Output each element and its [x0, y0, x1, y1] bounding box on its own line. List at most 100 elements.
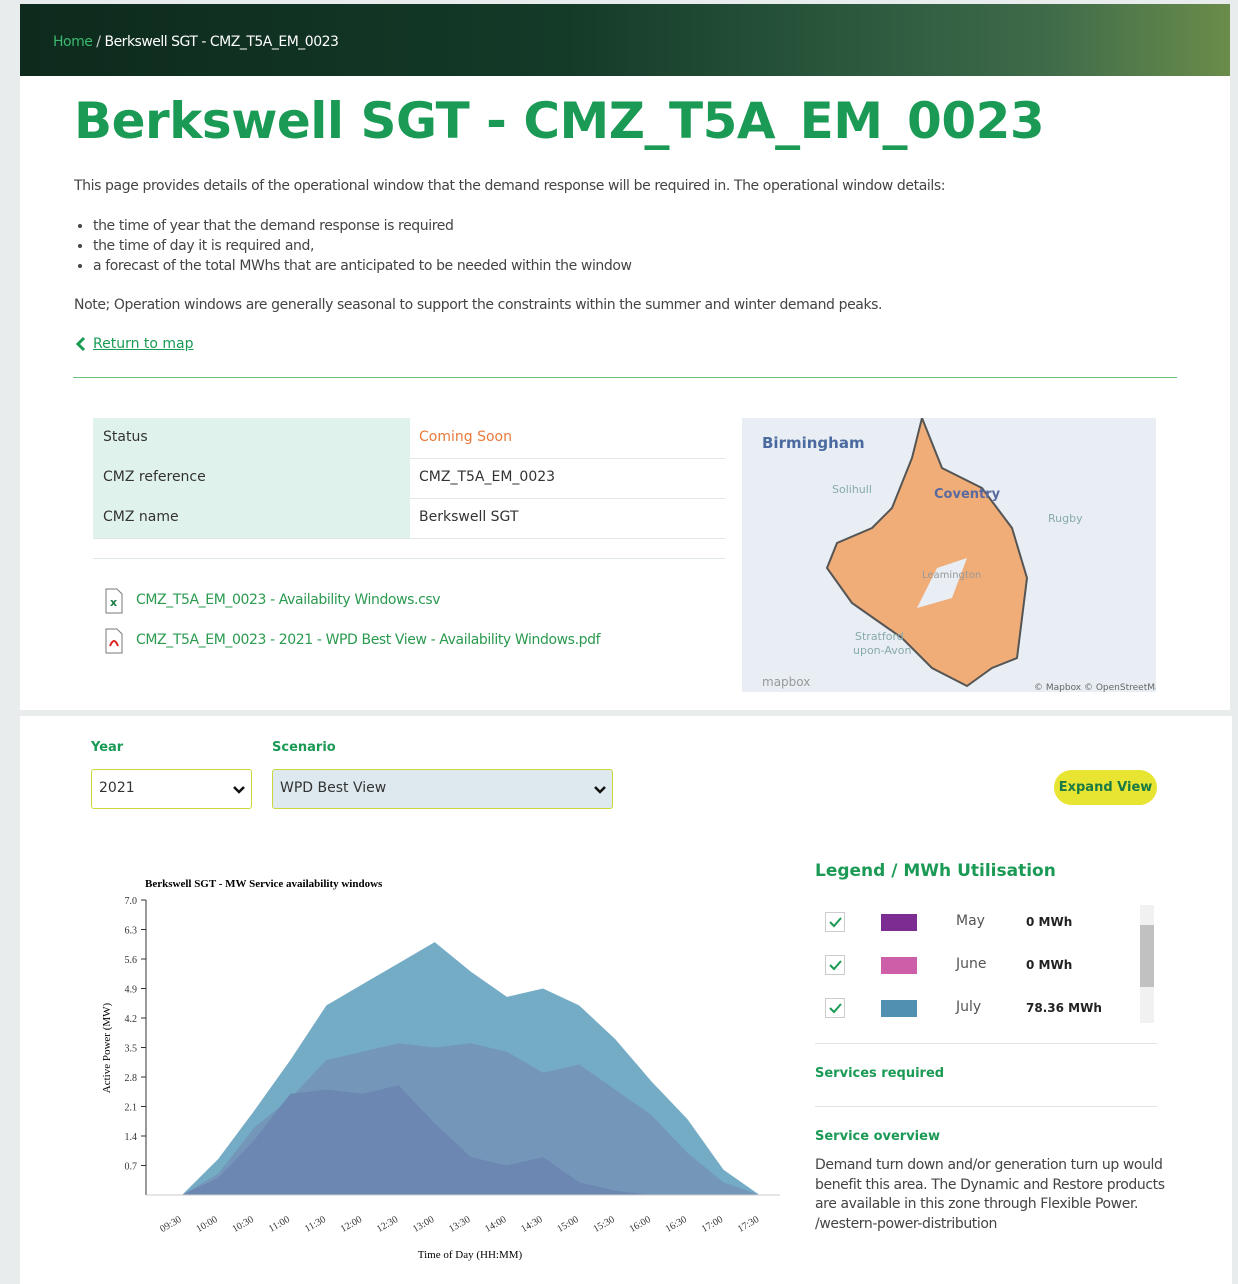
y-tick-label: 2.8: [125, 1073, 138, 1084]
table-value: CMZ_T5A_EM_0023: [419, 469, 556, 485]
year-label: Year: [91, 740, 124, 755]
y-tick-label: 6.3: [125, 926, 138, 937]
table-row: CMZ reference CMZ_T5A_EM_0023: [93, 458, 725, 499]
x-tick-label: 12:00: [339, 1214, 364, 1235]
x-tick-label: 14:00: [483, 1214, 508, 1235]
legend-value: 78.36 MWh: [1026, 1001, 1102, 1015]
legend-name: May: [956, 913, 985, 929]
bullet: the time of year that the demand respons…: [93, 216, 632, 236]
table-key: CMZ reference: [103, 469, 206, 485]
map-attribution: © Mapbox © OpenStreetMap: [1034, 683, 1156, 692]
y-tick-label: 3.5: [125, 1044, 138, 1055]
x-tick-label: 09:30: [158, 1214, 183, 1235]
x-tick-label: 10:30: [230, 1214, 255, 1235]
scenario-select[interactable]: WPD Best View: [272, 769, 613, 809]
service-overview-title: Service overview: [815, 1129, 940, 1144]
page-title: Berkswell SGT - CMZ_T5A_EM_0023: [74, 92, 1045, 150]
file-link[interactable]: CMZ_T5A_EM_0023 - 2021 - WPD Best View -…: [136, 632, 601, 648]
legend-swatch: [881, 957, 917, 974]
y-tick-label: 4.2: [125, 1014, 138, 1025]
bullet: the time of day it is required and,: [93, 236, 632, 256]
legend-value: 0 MWh: [1026, 915, 1073, 929]
breadcrumb-home[interactable]: Home: [53, 34, 93, 50]
area: [182, 1085, 760, 1195]
map-label: Rugby: [1048, 512, 1083, 525]
table-key: CMZ name: [103, 509, 179, 525]
legend-item[interactable]: May 0 MWh: [815, 910, 1135, 936]
divider: [93, 558, 725, 559]
pdf-icon: [105, 628, 123, 654]
service-overview-text: Demand turn down and/or generation turn …: [815, 1157, 1165, 1232]
y-tick-label: 4.9: [125, 985, 138, 996]
checkbox[interactable]: [825, 998, 845, 1018]
scenario-value: WPD Best View: [280, 780, 387, 796]
map-label: Solihull: [832, 483, 872, 496]
table-key: Status: [103, 429, 148, 445]
chevron-icon: [75, 336, 86, 352]
x-tick-label: 13:30: [447, 1214, 472, 1235]
legend: May 0 MWh June 0 MWh July 78.36 MWh: [815, 900, 1157, 1025]
divider: [73, 377, 1177, 378]
map-label: Birmingham: [762, 434, 865, 452]
map-label: Stratford: [855, 630, 904, 643]
y-tick-label: 7.0: [125, 896, 138, 907]
x-tick-label: 10:00: [194, 1214, 219, 1235]
checkbox[interactable]: [825, 955, 845, 975]
y-tick-label: 0.7: [125, 1162, 138, 1173]
note: Note; Operation windows are generally se…: [74, 297, 883, 313]
services-required: Services required: [815, 1066, 945, 1081]
legend-swatch: [881, 914, 917, 931]
divider: [815, 1043, 1157, 1044]
table-value: Berkswell SGT: [419, 509, 519, 525]
map-logo: mapbox: [762, 675, 810, 689]
bullet: a forecast of the total MWhs that are an…: [93, 256, 632, 276]
chart-title: Berkswell SGT - MW Service availability …: [145, 878, 383, 890]
legend-value: 0 MWh: [1026, 958, 1073, 972]
x-tick-label: 13:00: [411, 1214, 436, 1235]
x-tick-label: 15:30: [591, 1214, 616, 1235]
csv-icon: x: [105, 588, 123, 614]
map[interactable]: Birmingham Solihull Coventry Rugby Leami…: [742, 418, 1156, 692]
legend-title: Legend / MWh Utilisation: [815, 861, 1056, 881]
chart: Berkswell SGT - MW Service availability …: [101, 878, 780, 1261]
y-tick-label: 2.1: [125, 1103, 138, 1114]
legend-item[interactable]: June 0 MWh: [815, 953, 1135, 979]
svg-text:x: x: [110, 596, 117, 609]
year-select[interactable]: 2021: [91, 769, 252, 809]
scrollbar[interactable]: [1140, 905, 1154, 1023]
map-label: Coventry: [934, 487, 1001, 502]
bullet-list: the time of year that the demand respons…: [74, 216, 632, 276]
table-value: Coming Soon: [419, 429, 512, 445]
y-tick-label: 1.4: [125, 1132, 138, 1143]
table-row: Status Coming Soon: [93, 418, 725, 459]
x-tick-label: 16:00: [628, 1214, 653, 1235]
file-link[interactable]: CMZ_T5A_EM_0023 - Availability Windows.c…: [136, 592, 441, 608]
expand-button[interactable]: Expand View: [1054, 770, 1157, 805]
x-tick-label: 11:30: [303, 1214, 328, 1235]
legend-item[interactable]: July 78.36 MWh: [815, 996, 1135, 1022]
breadcrumb-current: Berkswell SGT - CMZ_T5A_EM_0023: [92, 34, 339, 50]
checkbox[interactable]: [825, 912, 845, 932]
x-axis-label: Time of Day (HH:MM): [418, 1249, 523, 1261]
banner: [20, 4, 1230, 76]
breadcrumb: HomeBerkswell SGT - CMZ_T5A_EM_0023: [53, 34, 339, 50]
legend-swatch: [881, 1000, 917, 1017]
table-row: CMZ name Berkswell SGT: [93, 498, 725, 539]
intro: This page provides details of the operat…: [74, 178, 946, 194]
year-value: 2021: [99, 780, 135, 796]
legend-name: June: [956, 956, 987, 972]
y-tick-label: 5.6: [125, 955, 138, 966]
y-axis-label: Active Power (MW): [101, 1002, 113, 1093]
x-tick-label: 12:30: [375, 1214, 400, 1235]
map-label: Leamington: [922, 570, 981, 581]
legend-name: July: [956, 999, 982, 1015]
map-label: upon-Avon: [853, 644, 912, 657]
x-tick-label: 17:30: [736, 1214, 761, 1235]
x-tick-label: 17:00: [700, 1214, 725, 1235]
x-tick-label: 14:30: [519, 1214, 544, 1235]
x-tick-label: 16:30: [664, 1214, 689, 1235]
return-link[interactable]: Return to map: [93, 336, 194, 352]
x-tick-label: 11:00: [267, 1214, 292, 1235]
divider: [815, 1106, 1157, 1107]
